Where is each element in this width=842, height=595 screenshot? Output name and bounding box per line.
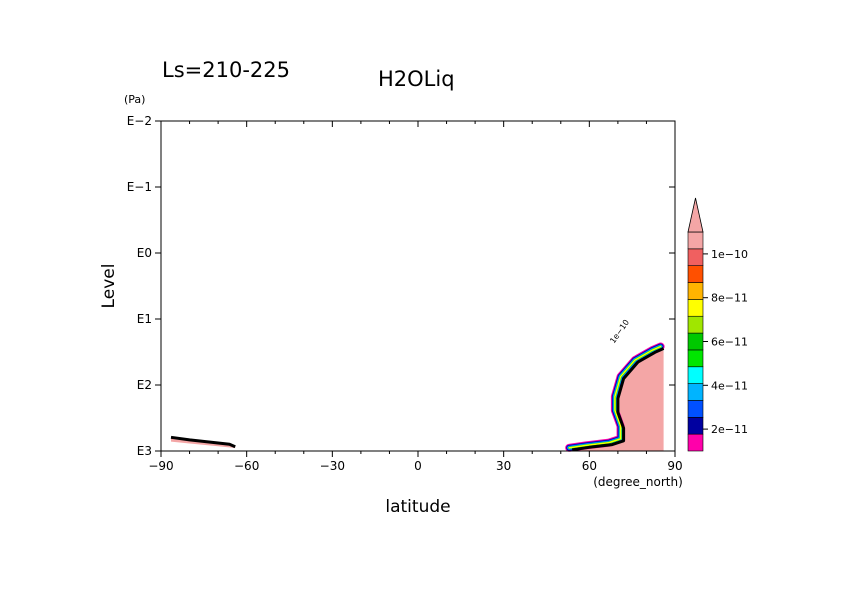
colorbar-swatch bbox=[687, 417, 704, 435]
colorbar-extend-arrow bbox=[687, 197, 704, 233]
x-tick-label: 30 bbox=[496, 459, 511, 473]
colorbar-tick-label: 8e−11 bbox=[711, 292, 748, 305]
colorbar-swatch bbox=[687, 349, 704, 368]
colorbar-swatch bbox=[687, 315, 704, 334]
colorbar-swatch bbox=[687, 248, 704, 266]
y-tick-label: E1 bbox=[137, 312, 152, 326]
y-axis-label: Level bbox=[99, 264, 119, 309]
colorbar-swatch bbox=[687, 433, 704, 452]
colorbar-swatch bbox=[687, 265, 704, 283]
x-tick-label: −30 bbox=[320, 459, 345, 473]
colorbar-swatch bbox=[687, 282, 704, 300]
colorbar-tick-label: 2e−11 bbox=[711, 423, 748, 436]
x-axis-label: latitude bbox=[385, 497, 450, 517]
y-tick-label: E2 bbox=[137, 378, 152, 392]
x-tick-label: 0 bbox=[414, 459, 422, 473]
colorbar-tick-label: 4e−11 bbox=[711, 379, 748, 392]
colorbar-tick-label: 1e−10 bbox=[711, 248, 748, 261]
x-tick-label: −90 bbox=[148, 459, 173, 473]
x-tick-label: −60 bbox=[234, 459, 259, 473]
colorbar-swatch bbox=[687, 231, 704, 250]
colorbar-swatch bbox=[687, 332, 704, 351]
plot-frame-fill bbox=[161, 121, 675, 451]
colorbar-swatch bbox=[687, 400, 704, 418]
colorbar-tick-label: 6e−11 bbox=[711, 336, 748, 349]
plot-area: 1e−10 bbox=[160, 120, 676, 452]
contour-lines bbox=[170, 347, 665, 452]
y-axis: E−2 E−1 E0 E1 E2 E3 bbox=[127, 114, 675, 458]
x-tick-label: 90 bbox=[667, 459, 682, 473]
y-tick-label: E0 bbox=[137, 246, 152, 260]
contour-edge-north bbox=[571, 347, 665, 452]
colorbar-swatch bbox=[687, 383, 704, 401]
x-tick-label: 60 bbox=[582, 459, 597, 473]
colorbar: 2e−11 4e−11 6e−11 8e−11 1e−10 bbox=[687, 197, 748, 452]
contour-band bbox=[568, 345, 662, 449]
contour-bands bbox=[565, 342, 665, 452]
chart-subtitle: Ls=210-225 bbox=[162, 58, 290, 82]
y-unit-label: (Pa) bbox=[124, 93, 145, 106]
x-unit-label: (degree_north) bbox=[593, 475, 683, 489]
contour-edge-south bbox=[170, 435, 236, 449]
x-axis: −90 −60 −30 0 30 60 90 bbox=[148, 121, 683, 473]
chart-title: H2OLiq bbox=[378, 67, 455, 91]
y-tick-label: E3 bbox=[137, 444, 152, 458]
y-tick-label: E−2 bbox=[127, 114, 152, 128]
colorbar-swatch bbox=[687, 366, 704, 384]
colorbar-swatch bbox=[687, 299, 704, 317]
y-tick-label: E−1 bbox=[127, 180, 152, 194]
